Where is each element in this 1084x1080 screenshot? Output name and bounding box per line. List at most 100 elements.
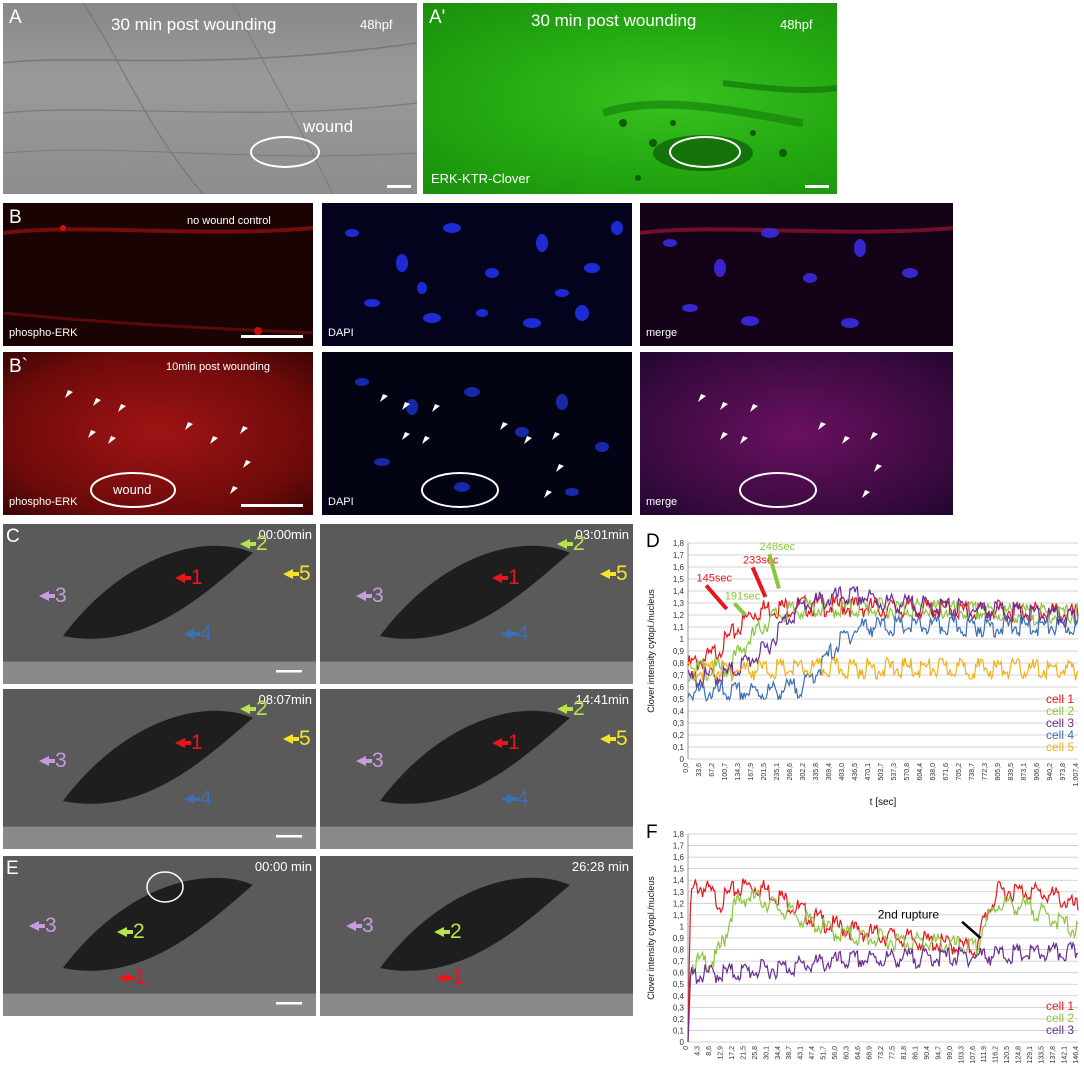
- svg-text:191sec: 191sec: [725, 590, 761, 602]
- cell-marker-1: 1: [119, 966, 147, 989]
- x-tick-label: 134,3: [735, 763, 742, 781]
- y-tick-label: 1,8: [673, 830, 685, 839]
- y-tick-label: 0,4: [673, 992, 685, 1001]
- svg-text:1: 1: [508, 566, 520, 589]
- x-tick-label: 12,9: [717, 1046, 724, 1060]
- y-tick-label: 0,8: [673, 946, 685, 955]
- svg-text:4: 4: [200, 787, 212, 810]
- y-axis-label: Clover intensity cytopl./nucleus: [646, 876, 656, 1000]
- panel-letter: B`: [9, 356, 28, 377]
- svg-text:2: 2: [573, 532, 585, 555]
- stain-label: phospho-ERK: [9, 327, 78, 339]
- svg-text:1: 1: [135, 966, 147, 989]
- scale-bar: [276, 1002, 302, 1005]
- red-stain-texture: [3, 225, 313, 335]
- y-tick-label: 0,5: [673, 695, 685, 704]
- cell-marker-2: 2: [240, 697, 268, 720]
- cell-marker-2: 2: [240, 532, 268, 555]
- wound-label: wound: [303, 117, 354, 136]
- x-tick-label: 0,0: [683, 763, 690, 773]
- y-tick-label: 0,6: [673, 683, 685, 692]
- y-tick-label: 1,7: [673, 551, 685, 560]
- x-tick-label: 38,7: [786, 1046, 793, 1060]
- panel-c-frame-4: 14:41min 1 2 3 4 5: [320, 689, 633, 849]
- x-tick-label: 302,2: [800, 763, 807, 781]
- x-tick-label: 268,6: [787, 763, 794, 781]
- green-cells-texture: [601, 80, 837, 181]
- x-tick-label: 133,5: [1039, 1046, 1046, 1064]
- annotation-145sec: 145sec: [697, 572, 732, 611]
- x-tick-label: 124,8: [1016, 1046, 1023, 1064]
- y-tick-label: 0,7: [673, 671, 685, 680]
- reporter-label: ERK-KTR-Clover: [431, 171, 530, 186]
- cell-marker-5: 5: [600, 727, 628, 750]
- panel-b-dapi: DAPI: [322, 203, 632, 346]
- x-tick-label: 43,1: [798, 1046, 805, 1060]
- x-tick-label: 604,4: [917, 763, 924, 781]
- svg-text:4: 4: [517, 622, 529, 645]
- x-tick-label: 99,0: [947, 1046, 954, 1060]
- legend-entry: cell 3: [1046, 716, 1074, 730]
- panel-b-phospho-erk: B no wound control phospho-ERK: [3, 203, 313, 346]
- svg-text:1: 1: [508, 731, 520, 754]
- x-tick-label: 906,6: [1034, 763, 1041, 781]
- cell-marker-4: 4: [501, 622, 529, 645]
- stain-label: phospho-ERK: [9, 496, 78, 508]
- y-tick-label: 1,2: [673, 899, 685, 908]
- arrows-and-wound: [65, 390, 251, 508]
- panel-letter: B: [9, 207, 22, 228]
- panel-e-frame-2: 26:28 min 1 2 3: [320, 856, 633, 1016]
- y-tick-label: 0,9: [673, 934, 685, 943]
- y-tick-label: 0,2: [673, 1015, 685, 1024]
- y-tick-label: 0,4: [673, 707, 685, 716]
- x-tick-label: 103,3: [958, 1046, 965, 1064]
- x-tick-label: 129,1: [1027, 1046, 1034, 1064]
- cell-marker-3: 3: [356, 584, 384, 607]
- y-tick-label: 1,4: [673, 876, 685, 885]
- cell-marker-1: 1: [175, 566, 203, 589]
- x-tick-label: 8,6: [706, 1046, 713, 1056]
- x-tick-label: 142,1: [1062, 1046, 1069, 1064]
- annotation-248sec: 248sec: [760, 541, 796, 590]
- svg-text:5: 5: [616, 562, 628, 585]
- x-tick-label: 403,0: [839, 763, 846, 781]
- cell-marker-5: 5: [600, 562, 628, 585]
- y-tick-label: 1,7: [673, 842, 685, 851]
- y-tick-label: 0,3: [673, 1003, 685, 1012]
- cell-marker-3: 3: [29, 914, 57, 937]
- x-tick-label: 90,4: [924, 1046, 931, 1060]
- x-tick-label: 25,8: [752, 1046, 759, 1060]
- svg-text:3: 3: [372, 749, 384, 772]
- panel-c-frame-1: 00:00min 1 2 3 4 5: [3, 524, 316, 684]
- muscle-fibers-texture: [3, 3, 417, 194]
- x-tick-label: 503,7: [878, 763, 885, 781]
- legend-entry: cell 2: [1046, 1011, 1074, 1025]
- x-tick-label: 146,4: [1073, 1046, 1080, 1064]
- dapi-nuclei: [345, 221, 623, 328]
- cell-marker-4: 4: [501, 787, 529, 810]
- legend-entry: cell 5: [1046, 740, 1074, 754]
- cell-marker-4: 4: [184, 622, 212, 645]
- stain-label: DAPI: [328, 327, 354, 339]
- scale-bar: [387, 185, 411, 188]
- x-tick-label: 60,3: [844, 1046, 851, 1060]
- x-tick-label: 67,2: [709, 763, 716, 777]
- wound-outline: [669, 136, 741, 168]
- panel-a-prime-erk-ktr: A' 30 min post wounding 48hpf ERK-KTR-Cl…: [423, 3, 837, 194]
- merge-arrows: [698, 394, 882, 508]
- legend-entry: cell 3: [1046, 1023, 1074, 1037]
- legend-entry: cell 1: [1046, 692, 1074, 706]
- y-tick-label: 0,7: [673, 957, 685, 966]
- condition-label: no wound control: [187, 215, 271, 227]
- svg-text:4: 4: [200, 622, 212, 645]
- x-tick-label: 116,2: [993, 1046, 1000, 1063]
- x-tick-label: 873,1: [1021, 763, 1028, 781]
- y-axis-label: Clover intensity cytopl./nucleus: [646, 589, 656, 713]
- panel-a-brightfield: A 30 min post wounding 48hpf wound: [3, 3, 417, 194]
- series-line-cell-3: [687, 940, 1079, 1043]
- wound-outline: [250, 136, 320, 168]
- svg-text:2: 2: [256, 697, 268, 720]
- series-line-cell-3: [687, 585, 1079, 689]
- x-tick-label: 4,3: [694, 1046, 701, 1056]
- annotation-2nd-rupture: 2nd rupture: [878, 907, 982, 939]
